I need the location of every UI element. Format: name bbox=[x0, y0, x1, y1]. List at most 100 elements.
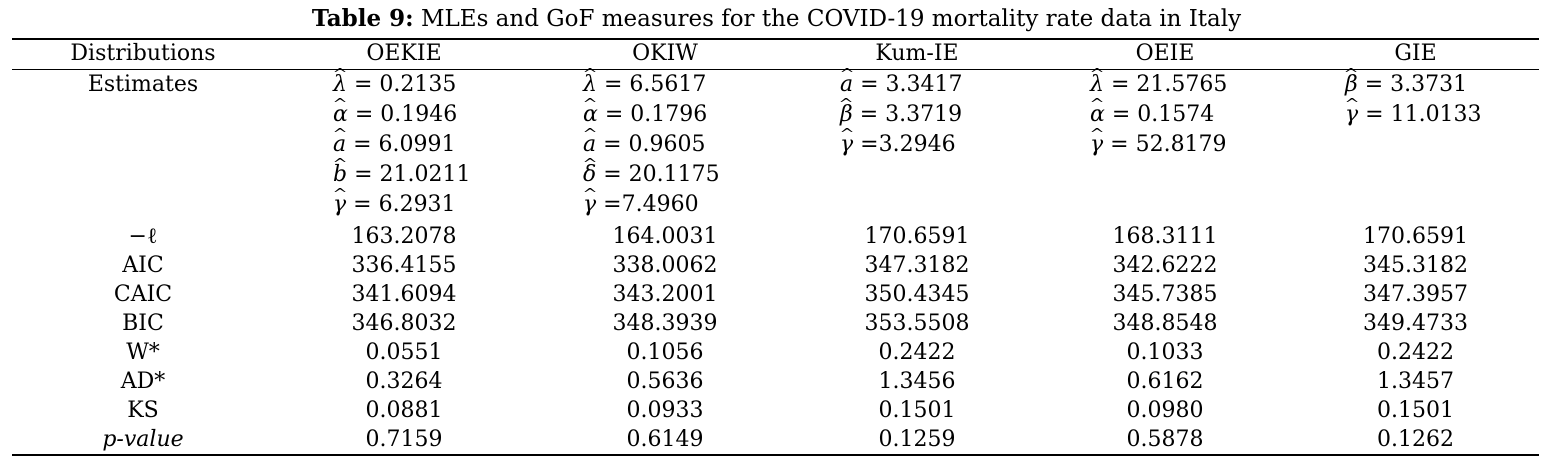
table-cell: 0.1056 bbox=[626, 340, 704, 365]
estimates-oeie: λ = 21.5765α = 0.1574γ = 52.8179 bbox=[1090, 70, 1227, 160]
row-label: p-value bbox=[102, 427, 184, 452]
estimates-label: Estimates bbox=[87, 72, 199, 97]
parameter-symbol: γ bbox=[583, 190, 596, 220]
header-cell-distributions: Distributions bbox=[70, 41, 216, 66]
table-cell: 341.6094 bbox=[351, 282, 457, 307]
table-cell: 0.5878 bbox=[1126, 427, 1204, 452]
estimate-line: β = 3.3731 bbox=[1345, 70, 1482, 100]
header-cell-oeie: OEIE bbox=[1135, 41, 1195, 66]
table-cell: 0.2422 bbox=[878, 340, 956, 365]
estimate-value: =3.2946 bbox=[853, 132, 956, 157]
table-row: AD* 0.3264 0.5636 1.3456 0.6162 1.3457 bbox=[12, 367, 1539, 396]
parameter-symbol: γ bbox=[840, 130, 853, 160]
table-cell: 345.7385 bbox=[1112, 282, 1218, 307]
caption-text: MLEs and GoF measures for the COVID-19 m… bbox=[413, 6, 1242, 32]
estimate-line: α = 0.1796 bbox=[583, 100, 720, 130]
estimate-line: λ = 6.5617 bbox=[583, 70, 720, 100]
row-label: W* bbox=[126, 340, 160, 365]
table-cell: 350.4345 bbox=[864, 282, 970, 307]
table-cell: 164.0031 bbox=[612, 224, 718, 249]
estimate-value: = 6.2931 bbox=[346, 192, 456, 217]
estimate-line: b = 21.0211 bbox=[333, 160, 471, 190]
table-cell: 0.1501 bbox=[1377, 398, 1454, 423]
table-row: BIC 346.8032 348.3939 353.5508 348.8548 349.4… bbox=[12, 309, 1539, 338]
table-cell: 336.4155 bbox=[351, 253, 457, 278]
table-cell: 0.5636 bbox=[626, 369, 704, 394]
table-cell: 1.3456 bbox=[878, 369, 956, 394]
table-row: CAIC 341.6094 343.2001 350.4345 345.7385 347.… bbox=[12, 280, 1539, 309]
table-cell: 170.6591 bbox=[1363, 224, 1468, 249]
table-cell: 163.2078 bbox=[351, 224, 457, 249]
table-row: AIC 336.4155 338.0062 347.3182 342.6222 345.3… bbox=[12, 251, 1539, 280]
table-row: KS 0.0881 0.0933 0.1501 0.0980 0.1501 bbox=[12, 396, 1539, 425]
table-cell: 0.3264 bbox=[365, 369, 443, 394]
estimate-value: = 21.0211 bbox=[347, 162, 471, 187]
estimate-value: = 0.1946 bbox=[347, 102, 458, 127]
table-cell: 0.1259 bbox=[878, 427, 956, 452]
estimate-line: γ =7.4960 bbox=[583, 190, 720, 220]
table-cell: 353.5508 bbox=[864, 311, 970, 336]
row-label: AD* bbox=[120, 369, 166, 394]
row-label: CAIC bbox=[113, 282, 173, 307]
estimate-value: = 0.1574 bbox=[1104, 102, 1215, 127]
estimate-value: = 0.9605 bbox=[596, 132, 706, 157]
estimate-value: = 0.2135 bbox=[346, 72, 457, 97]
table-cell: 0.6162 bbox=[1126, 369, 1204, 394]
estimate-value: = 3.3719 bbox=[852, 102, 963, 127]
estimate-line: γ =3.2946 bbox=[840, 130, 963, 160]
table-row: −ℓ 163.2078 164.0031 170.6591 168.3111 170.65… bbox=[12, 222, 1539, 251]
header-cell-okiw: OKIW bbox=[632, 41, 698, 66]
row-label: KS bbox=[127, 398, 159, 423]
table-row: W* 0.0551 0.1056 0.2422 0.1033 0.2422 bbox=[12, 338, 1539, 367]
table-cell: 0.1033 bbox=[1126, 340, 1204, 365]
header-row: Distributions OEKIE OKIW Kum-IE OEIE GIE bbox=[12, 39, 1539, 68]
table-cell: 349.4733 bbox=[1363, 311, 1468, 336]
row-label: AIC bbox=[122, 253, 164, 278]
table-cell: 343.2001 bbox=[612, 282, 718, 307]
estimate-value: = 6.0991 bbox=[346, 132, 456, 157]
estimate-value: = 11.0133 bbox=[1358, 102, 1482, 127]
estimate-line: δ = 20.1175 bbox=[583, 160, 720, 190]
table-cell: 346.8032 bbox=[351, 311, 457, 336]
table-cell: 342.6222 bbox=[1112, 253, 1218, 278]
table-cell: 0.0980 bbox=[1126, 398, 1204, 423]
table-row: p-value 0.7159 0.6149 0.1259 0.5878 0.1262 bbox=[12, 425, 1539, 454]
estimate-line: λ = 0.2135 bbox=[333, 70, 471, 100]
estimate-line: α = 0.1574 bbox=[1090, 100, 1227, 130]
estimate-line: a = 0.9605 bbox=[583, 130, 720, 160]
estimate-line: γ = 6.2931 bbox=[333, 190, 471, 220]
estimate-value: = 20.1175 bbox=[596, 162, 720, 187]
table-cell: 345.3182 bbox=[1363, 253, 1468, 278]
table-cell: 348.8548 bbox=[1112, 311, 1218, 336]
estimates-gie: β = 3.3731γ = 11.0133 bbox=[1345, 70, 1482, 130]
header-cell-gie: GIE bbox=[1394, 41, 1437, 66]
top-rule bbox=[12, 38, 1539, 40]
parameter-symbol: γ bbox=[333, 190, 346, 220]
table-cell: 0.7159 bbox=[365, 427, 443, 452]
table-cell: 0.1262 bbox=[1377, 427, 1454, 452]
row-label: BIC bbox=[122, 311, 164, 336]
header-rule bbox=[12, 69, 1539, 70]
caption-label: Table 9: bbox=[311, 5, 414, 32]
estimate-value: = 3.3417 bbox=[853, 72, 963, 97]
table-caption: Table 9: MLEs and GoF measures for the C… bbox=[0, 4, 1553, 34]
estimates-row: Estimates bbox=[12, 70, 1539, 99]
table-cell: 0.0551 bbox=[365, 340, 443, 365]
estimate-line: a = 6.0991 bbox=[333, 130, 471, 160]
estimate-line: β = 3.3719 bbox=[840, 100, 963, 130]
bottom-rule bbox=[12, 454, 1539, 456]
estimate-value: = 0.1796 bbox=[597, 102, 708, 127]
table-cell: 0.1501 bbox=[878, 398, 956, 423]
table-cell: 0.6149 bbox=[626, 427, 704, 452]
estimate-line: α = 0.1946 bbox=[333, 100, 471, 130]
table-cell: 170.6591 bbox=[864, 224, 970, 249]
estimate-value: = 21.5765 bbox=[1103, 72, 1228, 97]
table-cell: 347.3182 bbox=[864, 253, 970, 278]
table-cell: 168.3111 bbox=[1112, 224, 1218, 249]
table-cell: 0.2422 bbox=[1377, 340, 1454, 365]
header-cell-oekie: OEKIE bbox=[366, 41, 442, 66]
header-cell-kumie: Kum-IE bbox=[875, 41, 959, 66]
parameter-symbol: γ bbox=[1090, 130, 1103, 160]
estimate-line: λ = 21.5765 bbox=[1090, 70, 1227, 100]
